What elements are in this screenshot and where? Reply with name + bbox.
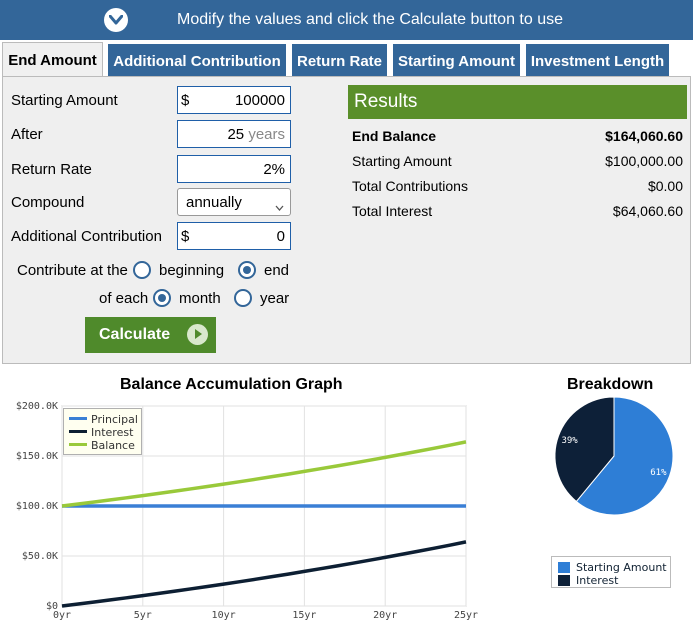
legend-label: Starting Amount — [576, 561, 667, 574]
y-tick-label: $200.0K — [16, 401, 58, 412]
compound-label: Compound — [11, 194, 85, 211]
after-label: After — [11, 126, 43, 143]
additional-contribution-value: 0 — [276, 228, 285, 245]
result-value: $164,060.60 — [605, 128, 683, 144]
x-tick-label: 25yr — [454, 610, 478, 621]
return-rate-label: Return Rate — [11, 161, 92, 178]
radio-month[interactable] — [153, 289, 171, 307]
starting-amount-value: 100000 — [234, 92, 285, 109]
calculate-button[interactable]: Calculate — [85, 317, 216, 353]
x-tick-label: 20yr — [373, 610, 397, 621]
pie-slice-label: 39% — [561, 436, 578, 446]
pie-slice — [554, 396, 615, 503]
legend-swatch — [558, 575, 570, 586]
additional-contribution-input[interactable]: $ 0 — [177, 222, 291, 250]
x-tick-label: 15yr — [292, 610, 316, 621]
banner-text: Modify the values and click the Calculat… — [177, 11, 563, 28]
y-tick-label: $100.0K — [16, 501, 58, 512]
legend-swatch — [69, 417, 87, 420]
tab-starting-amount[interactable]: Starting Amount — [391, 42, 522, 78]
legend-label: Interest — [576, 574, 619, 587]
breakdown-pie-chart: 61% 39% — [554, 396, 674, 516]
line-chart-title: Balance Accumulation Graph — [120, 376, 343, 393]
legend-label: Principal — [91, 413, 138, 426]
currency-prefix: $ — [181, 228, 190, 245]
result-label: Total Contributions — [352, 178, 468, 194]
after-unit: years — [248, 126, 285, 143]
beginning-label: beginning — [159, 262, 225, 279]
chevron-down-icon — [275, 198, 284, 215]
x-tick-label: 5yr — [134, 610, 152, 621]
series-line-balance — [61, 440, 467, 508]
contribute-at-label: Contribute at the — [17, 262, 128, 279]
starting-amount-input[interactable]: $ 100000 — [177, 86, 291, 114]
pie-chart-title: Breakdown — [567, 376, 654, 393]
month-label: month — [179, 290, 221, 307]
pie-slice — [575, 396, 674, 516]
compound-select[interactable]: annually — [177, 188, 291, 216]
line-chart-legend: Principal Interest Balance — [63, 408, 142, 455]
tab-return-rate[interactable]: Return Rate — [290, 42, 389, 78]
results-header: Results — [348, 85, 687, 119]
result-label: Total Interest — [352, 203, 433, 219]
legend-swatch — [69, 430, 87, 433]
legend-label: Interest — [91, 426, 134, 439]
legend-swatch — [558, 562, 570, 573]
additional-contribution-label: Additional Contribution — [11, 228, 162, 245]
return-rate-value: 2 — [263, 161, 272, 178]
calculator-tabs: End Amount Additional Contribution Retur… — [0, 42, 693, 78]
tab-additional-contribution[interactable]: Additional Contribution — [106, 42, 288, 78]
legend-swatch — [69, 443, 87, 446]
play-arrow-icon — [187, 324, 208, 345]
legend-label: Balance — [91, 439, 135, 452]
compound-value: annually — [186, 194, 242, 211]
radio-beginning[interactable] — [133, 261, 151, 279]
x-tick-label: 10yr — [212, 610, 236, 621]
currency-prefix: $ — [181, 92, 190, 109]
y-tick-label: $50.0K — [22, 551, 58, 562]
instruction-banner: Modify the values and click the Calculat… — [0, 0, 693, 40]
tab-end-amount[interactable]: End Amount — [2, 42, 103, 78]
radio-year[interactable] — [234, 289, 252, 307]
results-title: Results — [354, 91, 418, 112]
radio-end[interactable] — [238, 261, 256, 279]
result-label: End Balance — [352, 128, 437, 144]
after-value: 25 — [227, 126, 245, 143]
result-label: Starting Amount — [352, 153, 452, 169]
calculator-panel: Starting Amount $ 100000 After 25 years … — [2, 76, 691, 364]
result-value: $100,000.00 — [605, 153, 683, 169]
return-rate-input[interactable]: 2% — [177, 155, 291, 183]
percent-unit: % — [271, 161, 285, 178]
of-each-label: of each — [99, 290, 149, 307]
pie-slice-label: 61% — [650, 468, 667, 478]
pie-chart-legend: Starting Amount Interest — [551, 556, 671, 588]
result-value: $0.00 — [647, 178, 683, 194]
tab-investment-length[interactable]: Investment Length — [524, 42, 671, 78]
end-label: end — [264, 262, 290, 279]
chevron-down-icon[interactable] — [104, 8, 128, 32]
after-input[interactable]: 25 years — [177, 120, 291, 148]
x-tick-label: 0yr — [53, 610, 71, 621]
y-tick-label: $0 — [46, 601, 58, 612]
y-tick-label: $150.0K — [16, 451, 58, 462]
series-line-interest — [61, 540, 467, 608]
year-label: year — [260, 290, 290, 307]
starting-amount-label: Starting Amount — [11, 92, 118, 109]
result-value: $64,060.60 — [612, 203, 683, 219]
calculate-label: Calculate — [99, 326, 171, 343]
